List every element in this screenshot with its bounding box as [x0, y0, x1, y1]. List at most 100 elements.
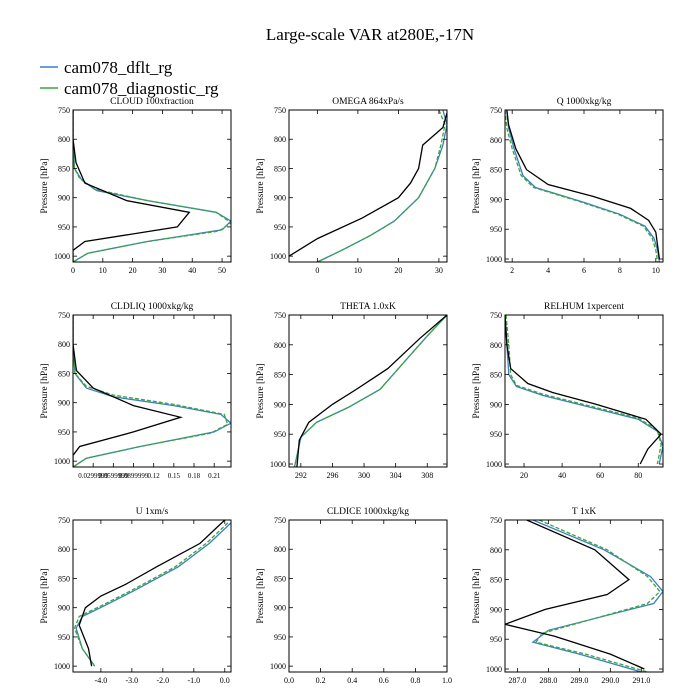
x-tick-label: 0.6 — [379, 676, 389, 685]
x-tick-label: 40 — [558, 471, 566, 480]
series-line-dflt — [75, 522, 231, 667]
y-tick-label: 950 — [58, 428, 70, 437]
x-tick-label: 0.12 — [148, 472, 161, 480]
y-tick-label: 850 — [490, 371, 502, 380]
series-line-diag — [73, 110, 231, 262]
panel-3: Q 1000xkg/kg Pressure [hPa] 750 800 850 900 95… — [472, 97, 664, 275]
series-line-obs — [78, 520, 226, 667]
x-tick-label: 290.0 — [601, 676, 619, 685]
figure-title: Large-scale VAR at280E,-17N — [266, 25, 474, 44]
plot-frame — [504, 519, 664, 673]
x-tick-label: -4.0 — [95, 676, 108, 685]
y-tick-label: 900 — [490, 400, 502, 409]
y-axis-label: Pressure [hPa] — [472, 568, 482, 623]
series-line-diag — [534, 520, 661, 672]
legend: cam078_dflt_rg cam078_diagnostic_rg — [40, 58, 219, 98]
y-axis-label: Pressure [hPa] — [40, 363, 50, 418]
x-tick-label: 289.0 — [570, 676, 588, 685]
series-line-dflt — [506, 110, 661, 262]
y-tick-label: 750 — [58, 516, 70, 525]
y-tick-label: 950 — [274, 633, 286, 642]
y-tick-label: 850 — [490, 576, 502, 585]
y-tick-label: 750 — [490, 311, 502, 320]
series-line-dflt — [531, 520, 663, 672]
x-tick-label: 1.0 — [442, 676, 452, 685]
series-line-dflt — [317, 110, 447, 262]
y-tick-label: 800 — [58, 135, 70, 144]
x-tick-label: 0.2 — [316, 676, 326, 685]
y-tick-label: 950 — [490, 635, 502, 644]
x-tick-label: 296 — [326, 471, 338, 480]
y-tick-label: 1000 — [486, 460, 502, 469]
x-tick-label: 288.0 — [539, 676, 557, 685]
series-line-obs — [73, 315, 184, 467]
x-tick-label: 30 — [158, 266, 166, 275]
x-tick-label: 292 — [295, 471, 307, 480]
y-tick-label: 1000 — [270, 252, 286, 261]
y-tick-label: 800 — [274, 341, 286, 350]
x-tick-label: 8 — [618, 266, 622, 275]
x-tick-label: 20 — [520, 471, 528, 480]
x-tick-label: 0.0599999 — [98, 472, 128, 480]
plot-frame — [288, 519, 448, 673]
y-axis-label: Pressure [hPa] — [256, 363, 266, 418]
y-tick-label: 900 — [274, 194, 286, 203]
y-tick-label: 800 — [490, 341, 502, 350]
x-tick-label: 20 — [394, 266, 402, 275]
y-tick-label: 1000 — [270, 460, 286, 469]
y-axis-label: Pressure [hPa] — [40, 568, 50, 623]
panel-6: RELHUM 1xpercent Pressure [hPa] 750 800 850 9… — [472, 302, 664, 480]
plot-frame — [288, 109, 448, 263]
y-tick-label: 850 — [274, 371, 286, 380]
panel-title: THETA 1.0xK — [340, 302, 396, 312]
panel-4: CLDLIQ 1000xkg/kg Pressure [hPa] 750 800 850… — [40, 302, 232, 480]
y-tick-label: 950 — [58, 223, 70, 232]
panel-title: CLDLIQ 1000xkg/kg — [111, 302, 194, 312]
x-tick-label: 291.0 — [632, 676, 650, 685]
y-axis-label: Pressure [hPa] — [40, 158, 50, 213]
x-tick-label: 50 — [218, 266, 226, 275]
y-axis-label: Pressure [hPa] — [472, 158, 482, 213]
series-line-diag — [505, 110, 659, 262]
panel-8: CLDICE 1000xkg/kg Pressure [hPa] 750 800 850… — [256, 507, 452, 685]
y-axis-label: Pressure [hPa] — [472, 363, 482, 418]
y-tick-label: 1000 — [54, 662, 70, 671]
y-tick-label: 850 — [490, 166, 502, 175]
series-line-diag — [73, 522, 229, 667]
x-tick-label: 0 — [71, 266, 75, 275]
series-line-obs — [296, 315, 447, 467]
plot-frame — [72, 519, 232, 673]
plot-frame — [72, 314, 232, 468]
x-tick-label: 0.0 — [220, 676, 230, 685]
x-tick-label: 80 — [634, 471, 642, 480]
panel-title: OMEGA 864xPa/s — [332, 97, 404, 107]
series-line-dflt — [293, 315, 447, 467]
panel-title: CLDICE 1000xkg/kg — [327, 507, 409, 517]
x-tick-label: -2.0 — [157, 676, 170, 685]
x-tick-label: 304 — [390, 471, 402, 480]
y-tick-label: 850 — [274, 164, 286, 173]
x-tick-label: 0 — [315, 266, 319, 275]
panel-title: Q 1000xkg/kg — [557, 97, 612, 107]
y-tick-label: 950 — [58, 633, 70, 642]
y-tick-label: 750 — [490, 516, 502, 525]
y-tick-label: 800 — [58, 340, 70, 349]
x-tick-label: 287.0 — [508, 676, 526, 685]
y-tick-label: 900 — [274, 604, 286, 613]
plot-frame — [504, 109, 664, 263]
panel-title: RELHUM 1xpercent — [544, 302, 624, 312]
x-tick-label: 0.8 — [410, 676, 420, 685]
series-line-obs — [505, 520, 645, 670]
plot-frame — [504, 314, 664, 468]
y-axis-label: Pressure [hPa] — [256, 158, 266, 213]
legend-label-dflt: cam078_dflt_rg — [64, 58, 173, 77]
legend-label-diag: cam078_diagnostic_rg — [64, 79, 219, 98]
series-line-obs — [505, 315, 662, 465]
y-tick-label: 900 — [274, 400, 286, 409]
y-tick-label: 750 — [490, 106, 502, 115]
y-tick-label: 950 — [274, 223, 286, 232]
x-tick-label: -3.0 — [126, 676, 139, 685]
x-tick-label: 0.0899999 — [119, 472, 149, 480]
